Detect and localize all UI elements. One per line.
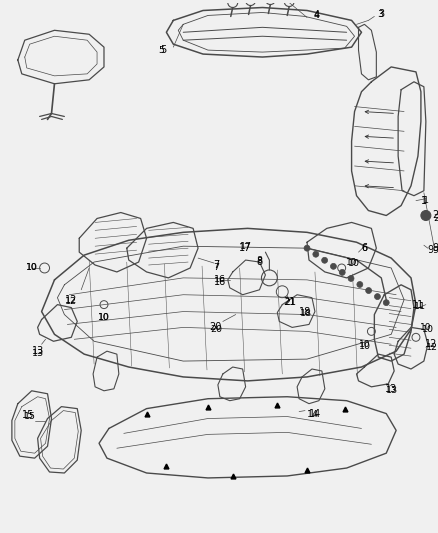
Text: 10: 10 [348, 259, 360, 268]
Text: 13: 13 [386, 386, 398, 395]
Text: 9: 9 [428, 245, 434, 255]
Text: 5: 5 [159, 46, 164, 54]
Text: 20: 20 [210, 325, 222, 334]
Text: 4: 4 [314, 11, 320, 20]
Text: 10: 10 [26, 263, 38, 272]
Text: 13: 13 [32, 349, 44, 358]
Text: 14: 14 [309, 409, 321, 418]
Text: 12: 12 [426, 343, 438, 352]
Text: 3: 3 [378, 10, 385, 19]
Text: 1: 1 [421, 196, 427, 206]
Text: 4: 4 [314, 11, 320, 20]
Text: 10: 10 [98, 313, 110, 322]
Text: 8: 8 [256, 257, 262, 267]
Text: 15: 15 [21, 409, 34, 419]
Text: 11: 11 [412, 300, 424, 310]
Text: 17: 17 [240, 243, 252, 253]
Text: 2: 2 [434, 214, 438, 223]
Text: 18: 18 [299, 306, 311, 317]
Circle shape [348, 276, 354, 281]
Circle shape [357, 281, 363, 287]
Text: 10: 10 [346, 257, 357, 266]
Circle shape [339, 269, 345, 276]
Text: 9: 9 [433, 246, 438, 255]
Text: 11: 11 [414, 302, 426, 311]
Circle shape [421, 211, 431, 221]
Circle shape [304, 245, 310, 251]
Text: 10: 10 [98, 313, 110, 322]
Text: 9: 9 [433, 243, 438, 253]
Text: 10: 10 [358, 342, 371, 351]
Text: 7: 7 [213, 260, 219, 270]
Text: 10: 10 [422, 325, 434, 334]
Text: 21: 21 [283, 297, 295, 306]
Circle shape [366, 288, 371, 294]
Circle shape [330, 263, 336, 269]
Text: 8: 8 [257, 255, 262, 264]
Text: 13: 13 [32, 346, 44, 356]
Text: 10: 10 [26, 263, 37, 272]
Text: 6: 6 [361, 243, 367, 253]
Text: 3: 3 [377, 10, 383, 19]
Text: 5: 5 [160, 45, 166, 55]
Text: 18: 18 [300, 309, 312, 318]
Text: 13: 13 [385, 384, 397, 394]
Text: 20: 20 [210, 322, 222, 333]
Text: 7: 7 [213, 263, 219, 272]
Text: 12: 12 [424, 339, 437, 349]
Text: 10: 10 [359, 340, 370, 349]
Text: 2: 2 [433, 211, 438, 221]
Text: 16: 16 [214, 277, 226, 287]
Text: 6: 6 [361, 244, 367, 253]
Circle shape [374, 294, 381, 300]
Text: 15: 15 [24, 412, 36, 421]
Circle shape [383, 300, 389, 305]
Circle shape [321, 257, 328, 263]
Text: 14: 14 [307, 410, 319, 419]
Text: 21: 21 [284, 298, 296, 307]
Text: 1: 1 [423, 196, 429, 205]
Text: 12: 12 [65, 295, 78, 305]
Text: 16: 16 [214, 276, 226, 285]
Text: 12: 12 [65, 297, 78, 306]
Text: 10: 10 [420, 323, 431, 332]
Circle shape [313, 251, 319, 257]
Text: 17: 17 [240, 241, 251, 251]
